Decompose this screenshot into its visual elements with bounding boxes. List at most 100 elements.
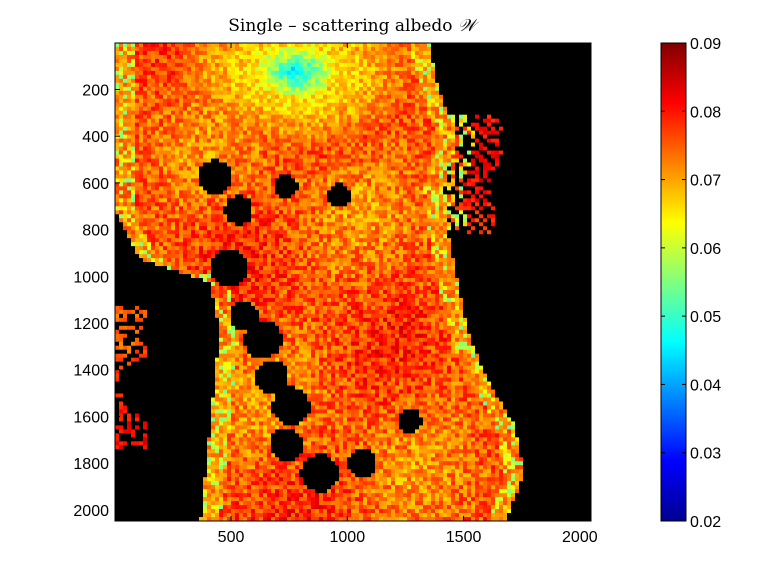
- albedo-pixel: [491, 182, 496, 187]
- albedo-pixel: [367, 114, 372, 120]
- albedo-pixel: [551, 174, 556, 180]
- albedo-pixel: [559, 174, 564, 180]
- albedo-pixel: [579, 46, 584, 52]
- albedo-pixel: [511, 54, 516, 60]
- albedo-pixel: [379, 58, 384, 64]
- albedo-pixel: [419, 170, 424, 176]
- albedo-pixel: [247, 126, 252, 132]
- albedo-pixel: [267, 106, 272, 112]
- albedo-pixel: [587, 54, 591, 60]
- albedo-pixel: [247, 70, 252, 76]
- albedo-pixel: [415, 202, 420, 207]
- albedo-pixel: [431, 126, 436, 132]
- albedo-pixel: [291, 198, 296, 203]
- albedo-pixel: [235, 122, 240, 128]
- albedo-pixel: [171, 154, 176, 160]
- albedo-pixel: [191, 154, 196, 160]
- albedo-pixel: [351, 94, 356, 100]
- albedo-pixel: [207, 194, 212, 199]
- albedo-pixel: [335, 118, 340, 124]
- albedo-pixel: [243, 146, 248, 152]
- albedo-pixel: [467, 170, 472, 176]
- albedo-pixel: [291, 174, 296, 180]
- albedo-pixel: [183, 102, 188, 108]
- albedo-pixel: [535, 70, 540, 76]
- albedo-pixel: [187, 134, 192, 140]
- albedo-pixel: [347, 62, 352, 68]
- albedo-pixel: [347, 130, 352, 136]
- albedo-pixel: [319, 170, 324, 176]
- albedo-pixel: [255, 98, 260, 104]
- albedo-pixel: [327, 90, 332, 96]
- albedo-pixel: [427, 86, 432, 92]
- albedo-pixel: [203, 94, 208, 100]
- albedo-pixel: [227, 98, 232, 104]
- albedo-pixel: [479, 62, 484, 68]
- albedo-pixel: [395, 178, 400, 184]
- albedo-pixel: [243, 130, 248, 136]
- albedo-pixel: [571, 190, 576, 195]
- albedo-pixel: [251, 46, 256, 52]
- albedo-pixel: [359, 154, 364, 160]
- albedo-pixel: [455, 74, 460, 80]
- albedo-pixel: [367, 54, 372, 60]
- albedo-pixel: [187, 174, 192, 180]
- albedo-pixel: [159, 94, 164, 100]
- albedo-pixel: [387, 66, 392, 72]
- albedo-pixel: [227, 126, 232, 132]
- albedo-pixel: [351, 106, 356, 112]
- albedo-pixel: [115, 166, 120, 172]
- albedo-pixel: [359, 43, 364, 48]
- albedo-pixel: [583, 190, 588, 195]
- albedo-pixel: [267, 114, 272, 120]
- albedo-pixel: [471, 146, 476, 152]
- albedo-pixel: [435, 150, 440, 156]
- albedo-pixel: [463, 86, 468, 92]
- albedo-pixel: [539, 198, 544, 203]
- albedo-pixel: [535, 90, 540, 96]
- albedo-pixel: [163, 154, 168, 160]
- albedo-pixel: [203, 166, 208, 172]
- albedo-pixel: [291, 186, 296, 191]
- albedo-pixel: [563, 106, 568, 112]
- albedo-pixel: [207, 130, 212, 136]
- albedo-pixel: [459, 86, 464, 92]
- albedo-pixel: [459, 43, 464, 48]
- albedo-pixel: [279, 78, 284, 84]
- albedo-pixel: [203, 158, 208, 164]
- albedo-pixel: [223, 62, 228, 68]
- albedo-pixel: [391, 190, 396, 195]
- albedo-pixel: [507, 82, 512, 88]
- albedo-pixel: [507, 102, 512, 108]
- albedo-pixel: [495, 202, 500, 207]
- albedo-pixel: [571, 182, 576, 187]
- albedo-pixel: [435, 190, 440, 195]
- albedo-pixel: [183, 134, 188, 140]
- albedo-pixel: [235, 182, 240, 187]
- albedo-pixel: [243, 170, 248, 176]
- albedo-pixel: [359, 198, 364, 203]
- albedo-pixel: [511, 46, 516, 52]
- albedo-pixel: [307, 162, 312, 168]
- albedo-pixel: [359, 86, 364, 92]
- albedo-pixel: [223, 98, 228, 104]
- albedo-pixel: [375, 58, 380, 64]
- albedo-pixel: [507, 74, 512, 80]
- albedo-pixel: [403, 190, 408, 195]
- albedo-pixel: [575, 202, 580, 207]
- albedo-pixel: [155, 74, 160, 80]
- albedo-pixel: [519, 206, 524, 211]
- albedo-pixel: [303, 158, 308, 164]
- albedo-pixel: [367, 206, 372, 211]
- albedo-pixel: [475, 162, 480, 168]
- albedo-pixel: [115, 182, 120, 187]
- albedo-pixel: [495, 62, 500, 68]
- albedo-pixel: [283, 43, 288, 48]
- albedo-pixel: [543, 118, 548, 124]
- albedo-pixel: [455, 106, 460, 112]
- albedo-pixel: [247, 130, 252, 136]
- albedo-pixel: [383, 154, 388, 160]
- albedo-pixel: [223, 54, 228, 60]
- albedo-pixel: [115, 170, 120, 176]
- albedo-pixel: [499, 174, 504, 180]
